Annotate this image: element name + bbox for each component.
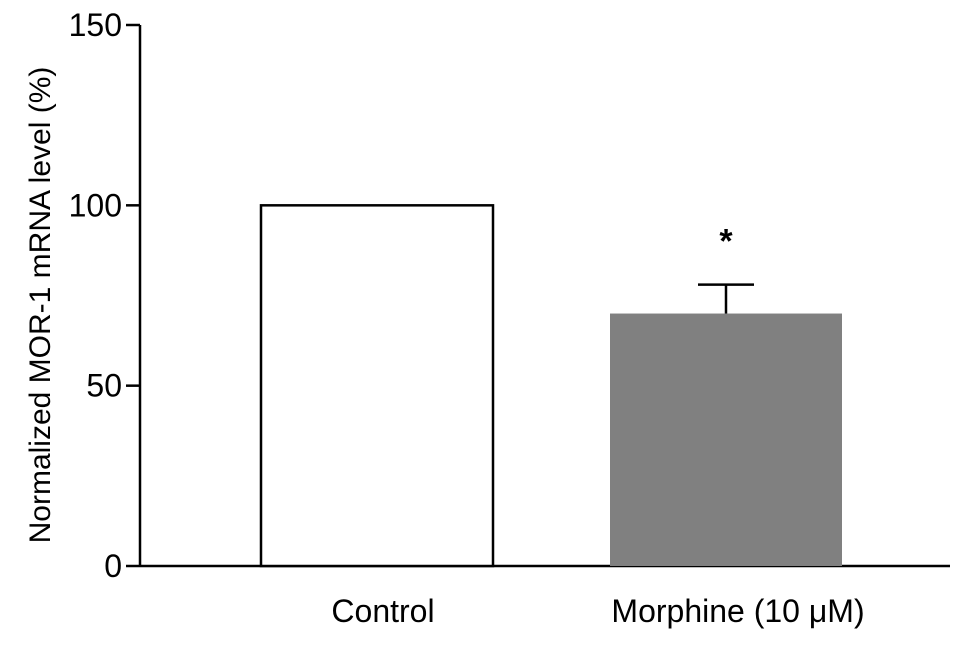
y-axis-title: Normalized MOR-1 mRNA level (%) <box>24 67 57 544</box>
significance-mark: * <box>719 223 733 261</box>
y-tick-label: 100 <box>69 187 122 223</box>
bar <box>259 204 495 568</box>
bars: * <box>259 204 842 568</box>
y-tick-label: 150 <box>69 7 122 43</box>
y-tick-label: 50 <box>86 368 122 404</box>
category-label: Morphine (10 μM) <box>611 593 864 629</box>
category-label: Control <box>331 593 434 629</box>
labels: Control Morphine (10 μM) <box>331 593 864 629</box>
y-tick-label: 0 <box>104 548 122 584</box>
bar <box>610 313 842 566</box>
